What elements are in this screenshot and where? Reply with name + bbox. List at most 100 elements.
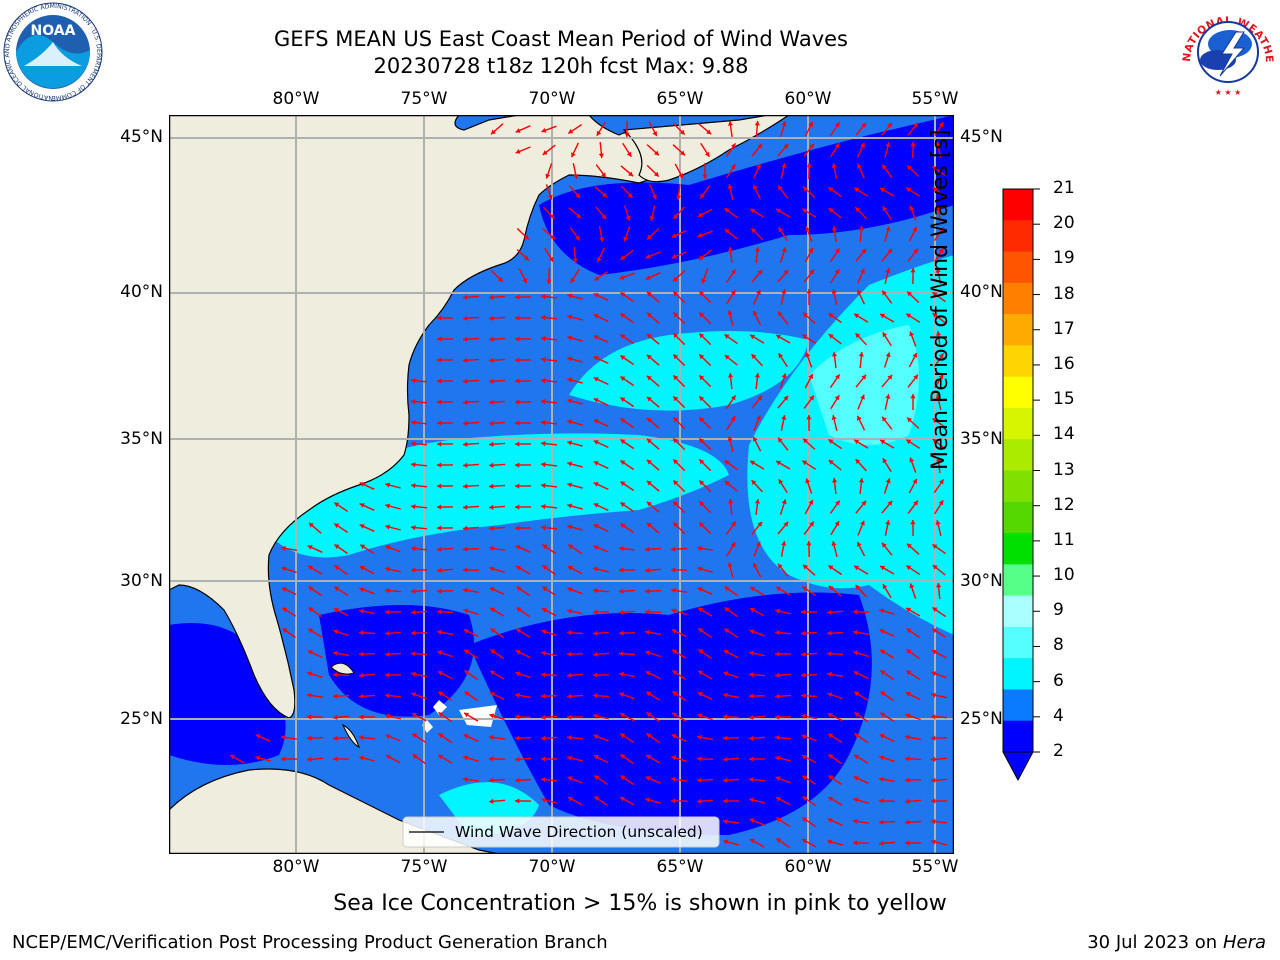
- direction-arrow-head: [907, 417, 912, 423]
- direction-arrow-head: [730, 542, 736, 548]
- direction-arrow-head: [671, 608, 677, 614]
- direction-arrow-head: [754, 373, 760, 378]
- direction-arrow-head: [882, 584, 888, 590]
- direction-arrow-head: [411, 462, 416, 468]
- direction-arrow-head: [913, 500, 918, 506]
- direction-arrow-head: [230, 754, 235, 760]
- direction-arrow-head: [463, 629, 469, 634]
- direction-arrow-head: [806, 163, 812, 168]
- direction-arrow-head: [727, 310, 733, 315]
- direction-arrow-head: [334, 565, 340, 570]
- direction-arrow-head: [281, 566, 287, 572]
- direction-arrow-head: [541, 650, 546, 656]
- direction-arrow-head: [359, 482, 365, 487]
- footer-machine: Hera: [1222, 932, 1266, 953]
- direction-arrow-head: [938, 122, 944, 128]
- direction-arrow-head: [860, 520, 865, 526]
- direction-arrow-head: [646, 375, 652, 381]
- direction-arrow-head: [827, 713, 833, 718]
- direction-arrow-head: [857, 415, 862, 421]
- direction-arrow-head: [541, 420, 546, 426]
- direction-arrow-head: [620, 255, 626, 260]
- direction-arrow-head: [438, 712, 444, 717]
- direction-arrow-head: [359, 524, 365, 529]
- direction-arrow-head: [723, 798, 728, 804]
- direction-arrow-head: [437, 525, 442, 531]
- direction-arrow-head: [828, 208, 834, 213]
- direction-arrow-head: [699, 522, 705, 528]
- direction-arrow-head: [601, 172, 606, 178]
- direction-arrow-head: [333, 672, 338, 678]
- direction-arrow-head: [699, 480, 705, 486]
- direction-arrow-head: [515, 735, 520, 741]
- direction-arrow-head: [386, 755, 391, 760]
- direction-arrow-head: [834, 143, 840, 149]
- colorbar-tick-label: 14: [1053, 424, 1075, 445]
- direction-arrow-head: [853, 818, 858, 824]
- direction-arrow-head: [853, 609, 858, 615]
- direction-arrow-head: [932, 187, 938, 192]
- direction-arrow-head: [601, 214, 607, 220]
- direction-arrow-head: [673, 333, 679, 339]
- direction-arrow-head: [411, 609, 416, 615]
- direction-arrow-head: [437, 629, 442, 635]
- direction-arrow-head: [489, 566, 495, 572]
- direction-arrow-head: [828, 565, 834, 570]
- colorbar-tick-label: 9: [1053, 600, 1064, 621]
- noaa-logo-text: NOAA: [31, 23, 76, 39]
- lat-label-right: 35°N: [960, 429, 1003, 449]
- direction-arrow-head: [567, 335, 573, 341]
- direction-arrow-head: [411, 378, 416, 384]
- direction-arrow-head: [596, 130, 602, 136]
- direction-arrow-head: [887, 248, 893, 254]
- lon-label-top: 65°W: [656, 89, 704, 109]
- direction-arrow-head: [887, 500, 893, 506]
- direction-arrow-head: [567, 735, 572, 741]
- direction-arrow-head: [541, 462, 546, 468]
- direction-arrow-head: [906, 439, 912, 445]
- direction-arrow-head: [549, 213, 555, 219]
- direction-arrow-head: [463, 587, 468, 593]
- direction-arrow-head: [880, 565, 886, 571]
- direction-arrow-head: [672, 649, 678, 655]
- direction-arrow-head: [808, 247, 813, 253]
- direction-arrow-head: [567, 377, 573, 383]
- direction-arrow-head: [699, 375, 705, 381]
- direction-arrow-head: [593, 734, 599, 740]
- lon-label-bottom: 55°W: [911, 857, 959, 877]
- direction-arrow-head: [775, 776, 781, 782]
- direction-arrow-head: [620, 313, 626, 319]
- direction-arrow-head: [489, 294, 494, 300]
- direction-arrow-head: [932, 565, 938, 570]
- direction-arrow-head: [437, 504, 442, 510]
- direction-arrow-head: [673, 354, 679, 360]
- direction-arrow-head: [753, 310, 758, 316]
- direction-arrow-head: [932, 628, 938, 634]
- direction-arrow-head: [515, 756, 520, 762]
- direction-arrow-head: [438, 691, 444, 697]
- direction-arrow-head: [724, 628, 730, 634]
- direction-arrow-head: [754, 499, 760, 504]
- direction-arrow-head: [697, 692, 703, 697]
- direction-arrow-head: [776, 460, 782, 466]
- direction-arrow-head: [542, 565, 548, 570]
- direction-arrow-head: [594, 796, 600, 801]
- direction-arrow-head: [931, 650, 937, 655]
- direction-arrow-head: [931, 819, 936, 825]
- direction-arrow-head: [567, 755, 572, 761]
- direction-arrow-head: [593, 314, 599, 319]
- direction-arrow-head: [885, 268, 891, 273]
- direction-arrow-head: [489, 798, 494, 804]
- direction-arrow-head: [781, 247, 787, 253]
- direction-arrow-head: [673, 438, 679, 444]
- direction-arrow-head: [385, 482, 391, 488]
- direction-arrow-head: [575, 235, 580, 241]
- colorbar-block: [1003, 533, 1033, 565]
- direction-arrow-head: [832, 352, 838, 357]
- direction-arrow-head: [913, 374, 918, 380]
- direction-arrow-head: [489, 378, 494, 384]
- direction-arrow-head: [887, 122, 893, 128]
- direction-arrow-head: [936, 583, 942, 588]
- direction-arrow-head: [619, 274, 625, 280]
- direction-arrow-head: [573, 174, 579, 179]
